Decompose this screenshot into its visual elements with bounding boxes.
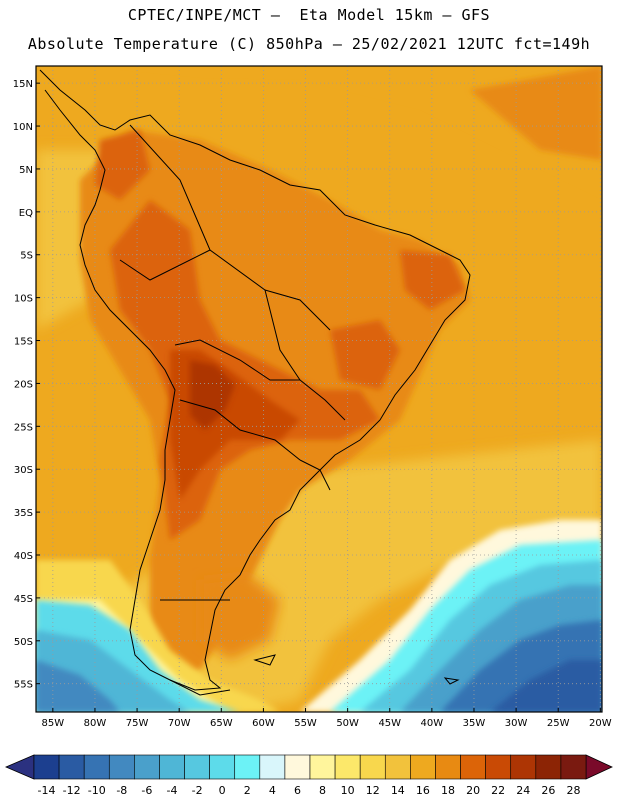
longitude-label: 20W (589, 718, 612, 729)
latitude-label: EQ (19, 208, 33, 219)
latitude-label: 15S (14, 337, 33, 348)
longitude-label: 30W (505, 718, 528, 729)
colorbar-label: -6 (141, 784, 152, 797)
longitude-label: 55W (294, 718, 317, 729)
colorbar-label: 12 (366, 784, 380, 797)
colorbar-label: 2 (244, 784, 251, 797)
longitude-label: 65W (210, 718, 233, 729)
temperature-field (36, 66, 602, 712)
colorbar-label: -12 (63, 784, 81, 797)
colorbar-label: 18 (441, 784, 455, 797)
colorbar-swatch (334, 754, 361, 780)
longitude-label: 35W (463, 718, 486, 729)
colorbar-swatch (209, 754, 236, 780)
latitude-label: 25S (14, 422, 33, 433)
latitude-label: 55S (14, 680, 33, 691)
colorbar-swatch (384, 754, 411, 780)
colorbar-label: 16 (416, 784, 430, 797)
colorbar-label: 28 (566, 784, 580, 797)
colorbar-swatch (83, 754, 110, 780)
colorbar-swatch (460, 754, 486, 780)
latitude-label: 15N (13, 79, 33, 90)
longitude-label: 50W (336, 718, 359, 729)
colorbar-label: -14 (38, 784, 56, 797)
colorbar-swatch (510, 754, 537, 780)
colorbar-swatch (134, 754, 160, 780)
colorbar-label: -10 (88, 784, 106, 797)
colorbar-swatch (309, 754, 336, 780)
colorbar-swatch (359, 754, 386, 780)
longitude-label: 80W (84, 718, 107, 729)
colorbar-swatch (58, 754, 85, 780)
longitude-label: 45W (378, 718, 401, 729)
colorbar-label: -8 (116, 784, 127, 797)
colorbar-swatch (234, 754, 261, 780)
colorbar-label: 10 (341, 784, 355, 797)
colorbar-swatch (535, 754, 562, 780)
latitude-label: 40S (14, 551, 33, 562)
longitude-label: 60W (252, 718, 275, 729)
colorbar-swatch (410, 754, 436, 780)
latitude-label: 50S (14, 637, 33, 648)
colorbar-label: 26 (541, 784, 555, 797)
colorbar-swatch (108, 754, 135, 780)
latitude-label: 5S (20, 251, 33, 262)
colorbar-label: 14 (391, 784, 405, 797)
latitude-label: 5N (19, 165, 33, 176)
colorbar-label: -2 (192, 784, 203, 797)
latitude-label: 30S (14, 465, 33, 476)
colorbar-swatch (485, 754, 512, 780)
colorbar-swatch (284, 754, 311, 780)
latitude-label: 45S (14, 594, 33, 605)
latitude-label: 10S (14, 294, 33, 305)
colorbar-label: -4 (167, 784, 178, 797)
colorbar-swatch (435, 754, 461, 780)
colorbar-label: 20 (466, 784, 480, 797)
colorbar-label: 4 (269, 784, 276, 797)
colorbar-swatch (159, 754, 185, 780)
latitude-labels: 15N 10N 5N EQ 5S 10S 15S 20S 25S 30S 35S 40S 45S 50S 5… (13, 79, 40, 691)
latitude-label: 20S (14, 379, 33, 390)
latitude-label: 10N (13, 122, 33, 133)
colorbar-swatch (184, 754, 210, 780)
colorbar-left-arrow (4, 754, 35, 780)
coastline (39, 69, 471, 696)
longitude-label: 25W (547, 718, 570, 729)
map-frame (35, 65, 603, 713)
colorbar-right-arrow (585, 754, 613, 780)
colorbar-swatch (33, 754, 60, 780)
latitude-label: 35S (14, 508, 33, 519)
chart-title-line-1: CPTEC/INPE/MCT – Eta Model 15km – GFS (127, 6, 491, 24)
longitude-label: 75W (126, 718, 149, 729)
colorbar-label: 8 (319, 784, 326, 797)
colorbar-label: 6 (294, 784, 301, 797)
longitude-label: 40W (421, 718, 444, 729)
colorbar-label: 0 (219, 784, 226, 797)
colorbar-label: 24 (516, 784, 530, 797)
colorbar-swatch (259, 754, 286, 780)
chart-title-line-2: Absolute Temperature (C) 850hPa – 25/02/… (27, 35, 591, 53)
colorbar-swatch (560, 754, 587, 780)
longitude-label: 85W (42, 718, 65, 729)
longitude-labels: 85W 80W 75W 70W 65W 60W 55W 50W 45W 40W 35W 30W 25W 2… (42, 708, 612, 729)
colorbar-label: 22 (491, 784, 505, 797)
longitude-label: 70W (168, 718, 191, 729)
